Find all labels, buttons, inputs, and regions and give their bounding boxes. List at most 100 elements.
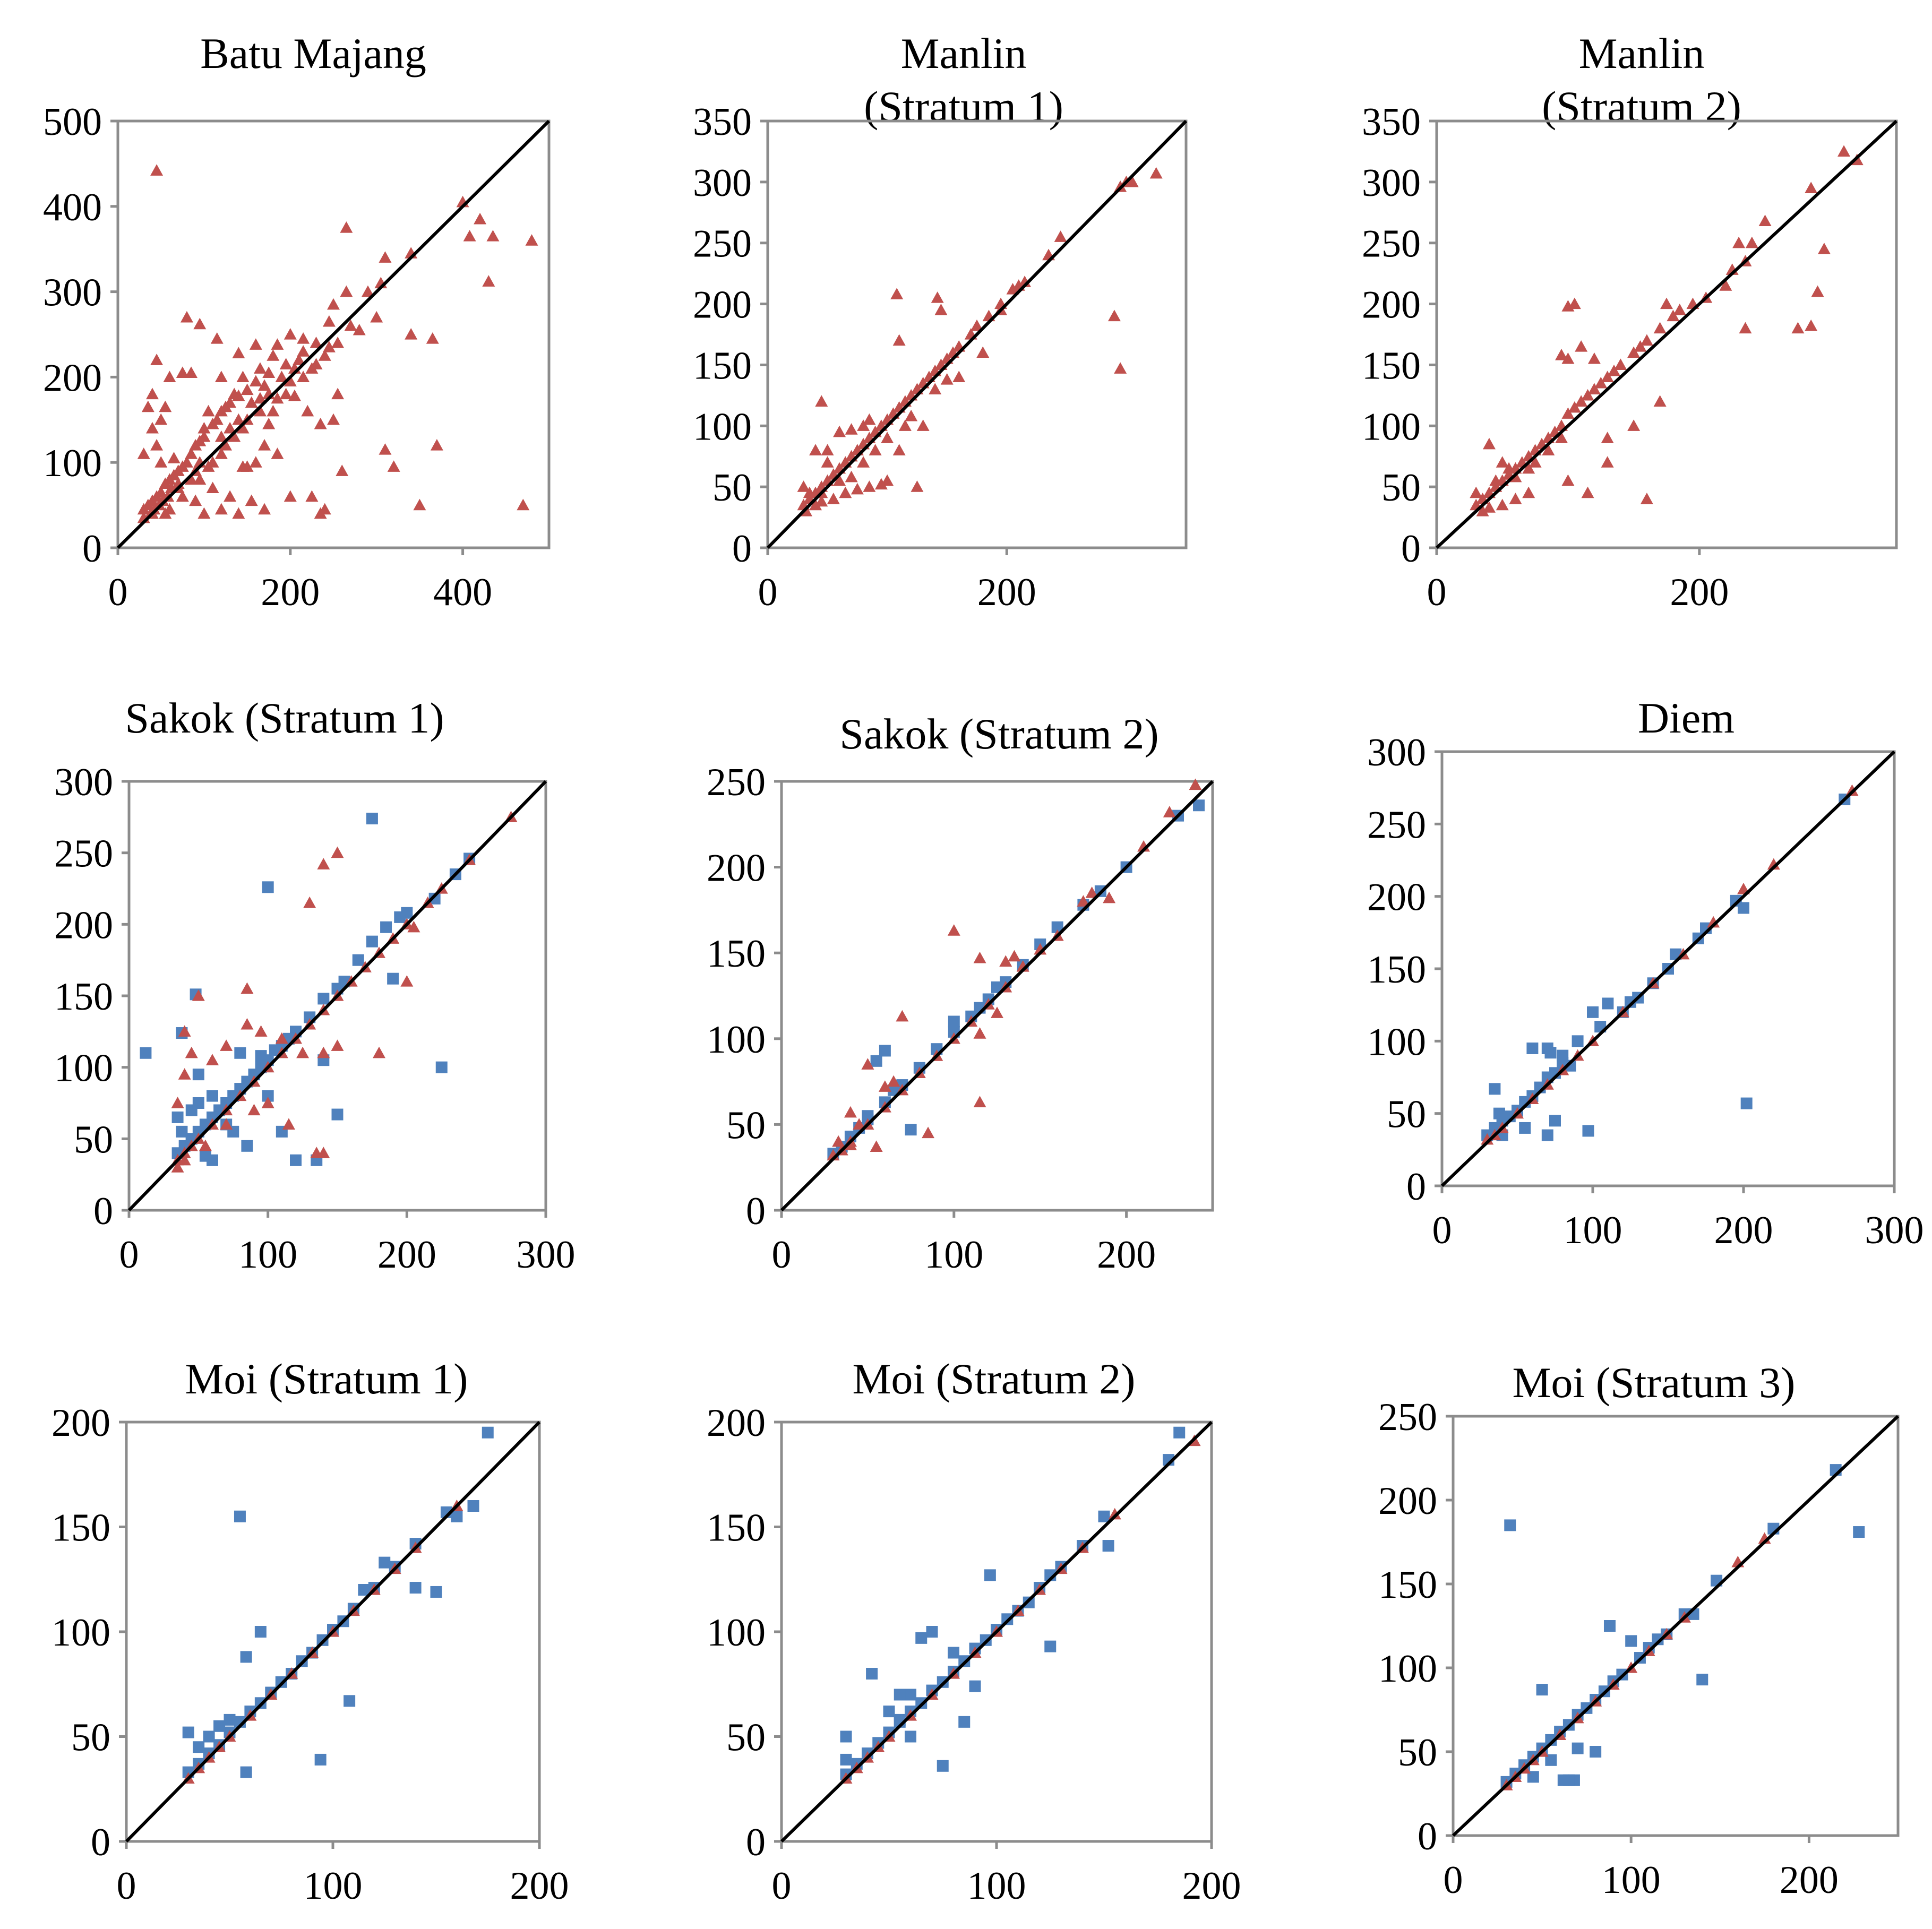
square-point xyxy=(866,1668,878,1680)
triangle-point xyxy=(262,417,276,429)
series-squares xyxy=(182,1426,494,1778)
x-tick-label: 0 xyxy=(108,571,128,614)
x-tick-label: 0 xyxy=(1432,1209,1452,1252)
square-point xyxy=(888,1084,900,1096)
one-to-one-line xyxy=(125,1420,541,1843)
triangle-point xyxy=(379,443,392,455)
triangle-point xyxy=(1667,309,1680,322)
y-tick-label: 100 xyxy=(707,1611,766,1655)
triangle-point xyxy=(198,507,211,519)
y-tick-label: 250 xyxy=(693,222,752,266)
square-point xyxy=(1519,1122,1531,1134)
square-point xyxy=(207,1154,218,1166)
triangle-point xyxy=(1509,493,1522,504)
triangle-point xyxy=(247,1104,261,1116)
triangle-point xyxy=(1581,486,1594,498)
triangle-point xyxy=(922,1126,935,1139)
triangle-point xyxy=(929,383,942,394)
square-point xyxy=(905,1124,917,1136)
y-tick-label: 200 xyxy=(54,903,113,947)
x-tick-label: 200 xyxy=(510,1864,569,1908)
triangle-point xyxy=(1811,285,1824,297)
square-point xyxy=(192,1069,204,1081)
square-point xyxy=(352,954,364,966)
panel-title: Moi (Stratum 1) xyxy=(185,1355,468,1403)
triangle-point xyxy=(1163,806,1176,817)
square-point xyxy=(379,1556,391,1569)
triangle-point xyxy=(525,234,538,246)
y-tick-label: 300 xyxy=(1362,161,1421,205)
triangle-point xyxy=(1008,950,1021,962)
panel-title: (Stratum 1) xyxy=(864,82,1063,131)
y-tick-label: 200 xyxy=(1367,876,1426,919)
triangle-point xyxy=(1496,498,1509,511)
triangle-point xyxy=(1561,407,1575,419)
triangle-point xyxy=(258,503,271,515)
y-tick-label: 150 xyxy=(1367,948,1426,992)
triangle-point xyxy=(952,371,966,382)
triangle-point xyxy=(224,421,237,434)
triangle-point xyxy=(253,362,267,374)
x-tick-label: 0 xyxy=(772,1864,792,1908)
triangle-point xyxy=(361,285,374,297)
panel-moi-stratum-3: Moi (Stratum 3) 0 50 100 150 200 250 0 100 200 xyxy=(1378,1358,1900,1902)
triangle-point xyxy=(413,498,426,511)
square-point xyxy=(428,892,441,905)
square-point xyxy=(1853,1526,1865,1538)
triangle-point xyxy=(976,346,990,358)
x-tick-label: 100 xyxy=(1564,1209,1622,1252)
triangle-point xyxy=(1555,349,1568,360)
y-tick-label: 150 xyxy=(54,975,113,1019)
triangle-point xyxy=(159,400,172,412)
panel-title: Manlin xyxy=(1579,29,1705,77)
triangle-point xyxy=(1627,419,1641,431)
square-point xyxy=(171,1111,184,1123)
series-squares xyxy=(840,1426,1186,1780)
triangle-point xyxy=(258,379,271,391)
triangle-point xyxy=(322,341,336,352)
y-tick-label: 100 xyxy=(51,1611,110,1655)
panel-manlin-stratum-2: Manlin (Stratum 2) 0 50 100 150 200 250 300 350 0 2… xyxy=(1362,29,1898,614)
triangle-point xyxy=(1006,283,1019,295)
plot-frame xyxy=(780,780,1214,1212)
y-tick-label: 300 xyxy=(54,761,113,804)
panel-sakok-stratum-2: Sakok (Stratum 2) 0 50 100 150 200 250 0 100 200 xyxy=(707,710,1214,1277)
panel-title: Sakok (Stratum 2) xyxy=(839,710,1158,758)
y-tick-label: 150 xyxy=(693,344,752,387)
square-point xyxy=(840,1753,852,1766)
triangle-point xyxy=(249,375,262,387)
triangle-point xyxy=(973,951,986,963)
triangle-point xyxy=(833,474,846,486)
triangle-point xyxy=(331,1039,344,1051)
triangle-point xyxy=(317,1147,330,1158)
square-point xyxy=(317,993,330,1005)
square-point xyxy=(1549,1115,1561,1127)
triangle-point xyxy=(1522,486,1535,498)
triangle-point xyxy=(973,1096,986,1107)
square-point xyxy=(358,1584,370,1596)
y-tick-label: 150 xyxy=(51,1506,110,1550)
y-tick-label: 0 xyxy=(1406,1165,1426,1209)
triangle-point xyxy=(821,444,834,455)
y-tick-label: 250 xyxy=(1362,222,1421,266)
triangle-point xyxy=(1653,322,1667,334)
triangle-point xyxy=(863,480,876,492)
y-tick-label: 50 xyxy=(1381,466,1421,510)
triangle-point xyxy=(1114,362,1127,374)
triangle-point xyxy=(193,473,207,485)
y-tick-label: 200 xyxy=(707,847,766,890)
square-point xyxy=(1587,1006,1599,1018)
square-point xyxy=(255,1050,267,1062)
square-point xyxy=(1526,1042,1539,1054)
square-point xyxy=(1564,1060,1576,1072)
triangle-point xyxy=(1561,352,1575,364)
triangle-point xyxy=(379,251,392,263)
triangle-point xyxy=(1103,891,1116,903)
square-point xyxy=(1504,1519,1516,1531)
triangle-point xyxy=(1529,456,1542,468)
triangle-point xyxy=(193,317,207,330)
square-point xyxy=(1572,1035,1584,1047)
triangle-point xyxy=(185,366,198,378)
y-tick-label: 100 xyxy=(1367,1020,1426,1064)
square-point xyxy=(234,1047,246,1059)
